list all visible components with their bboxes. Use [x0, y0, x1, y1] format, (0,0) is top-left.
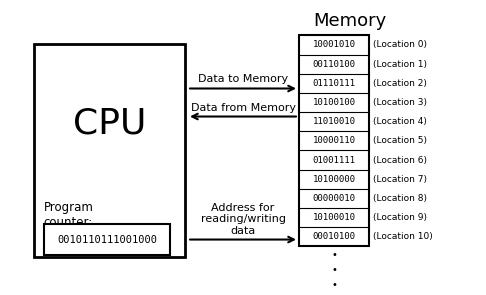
Text: 11010010: 11010010: [312, 117, 356, 126]
Text: (Location 3): (Location 3): [373, 98, 427, 107]
Text: 10100010: 10100010: [312, 213, 356, 222]
Text: 10100100: 10100100: [312, 98, 356, 107]
Text: Data to Memory: Data to Memory: [198, 74, 288, 84]
Text: 00110100: 00110100: [312, 60, 356, 69]
Text: (Location 7): (Location 7): [373, 175, 427, 184]
Text: Address for
reading/writing
data: Address for reading/writing data: [201, 203, 285, 236]
Text: (Location 2): (Location 2): [373, 79, 427, 88]
Bar: [34, 44, 185, 257]
Bar: [299, 35, 369, 246]
Text: (Location 9): (Location 9): [373, 213, 427, 222]
Text: 01001111: 01001111: [312, 155, 356, 165]
Text: (Location 1): (Location 1): [373, 60, 427, 69]
Bar: [44, 224, 170, 255]
Text: CPU: CPU: [73, 107, 146, 141]
Text: Data from Memory: Data from Memory: [191, 103, 295, 113]
Text: 0010110111001000: 0010110111001000: [57, 235, 157, 245]
Text: 00010100: 00010100: [312, 232, 356, 241]
Text: •: •: [331, 265, 337, 275]
Text: (Location 4): (Location 4): [373, 117, 427, 126]
Text: (Location 0): (Location 0): [373, 40, 427, 50]
Text: •: •: [331, 250, 337, 260]
Text: (Location 5): (Location 5): [373, 136, 427, 145]
Text: •: •: [331, 280, 337, 290]
Text: 10001010: 10001010: [312, 40, 356, 50]
Text: 10000110: 10000110: [312, 136, 356, 145]
Text: (Location 8): (Location 8): [373, 194, 427, 203]
Text: 10100000: 10100000: [312, 175, 356, 184]
Text: Program
counter:: Program counter:: [44, 201, 94, 229]
Text: (Location 6): (Location 6): [373, 155, 427, 165]
Text: 01110111: 01110111: [312, 79, 356, 88]
Text: (Location 10): (Location 10): [373, 232, 433, 241]
Text: Memory: Memory: [313, 12, 386, 30]
Text: 00000010: 00000010: [312, 194, 356, 203]
